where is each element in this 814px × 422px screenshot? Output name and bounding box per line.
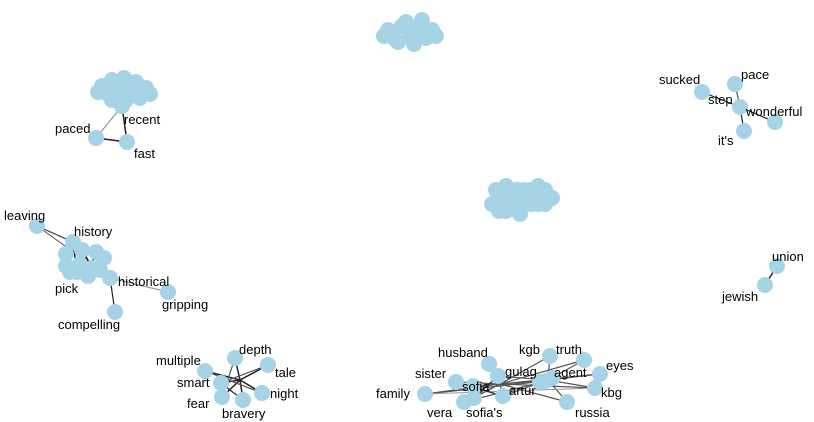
graph-node-fast [119,134,135,150]
graph-node-kbg [587,380,603,396]
graph-node-sister [448,374,464,390]
graph-node-night [254,385,270,401]
graph-node [498,203,514,219]
node-label-kbg: kbg [601,385,622,400]
graph-node-compelling [107,304,123,320]
node-label-pace: pace [741,67,769,82]
graph-node-pace [727,76,743,92]
node-label-husband: husband [438,345,488,360]
graph-node-history [65,234,81,250]
graph-node [404,30,420,46]
graph-node-eyes [592,366,608,382]
node-label-artur: artur [509,383,536,398]
graph-node [90,84,106,100]
graph-node-fear [214,389,230,405]
graph-node-truth [576,352,592,368]
node-layer [29,12,785,410]
node-label-pick: pick [55,281,79,296]
graph-node-gripping [160,284,176,300]
graph-node-gulag [490,368,506,384]
graph-node-jewish [757,277,773,293]
graph-node-artur [495,388,511,404]
graph-node-paced [88,130,104,146]
node-label-sofias: sofia's [466,405,503,420]
graph-node [512,206,528,222]
label-layer: paced recent fast sucked pace step wonde… [4,67,804,421]
graph-node [376,28,392,44]
graph-edge [499,355,551,385]
node-label-family: family [376,386,410,401]
graph-node [58,246,74,262]
node-label-its: it's [718,133,734,148]
graph-edge [424,387,596,395]
node-label-compelling: compelling [58,317,120,332]
graph-edge [204,370,263,394]
graph-node-smart [213,375,229,391]
node-label-smart: smart [177,375,210,390]
graph-node [530,178,546,194]
node-label-leaving: leaving [4,208,45,223]
node-label-truth: truth [556,342,582,357]
graph-node-wonderful [767,114,783,130]
node-label-history: history [74,224,113,239]
graph-node [544,190,560,206]
graph-node-pick [69,264,85,280]
graph-edge [499,383,568,403]
graph-node-depth [227,350,243,366]
graph-node-leaving [29,218,45,234]
node-label-agent: agent [554,365,587,380]
graph-node-kgb [542,348,558,364]
node-label-wonderful: wonderful [745,104,802,119]
graph-node-sucked [694,84,710,100]
node-label-tale: tale [275,365,296,380]
graph-node [390,34,406,50]
graph-node-tale [260,357,276,373]
node-label-bravery: bravery [222,406,266,421]
node-label-fast: fast [134,146,155,161]
graph-node [132,90,148,106]
graph-node-bravery [235,392,251,408]
node-label-recent: recent [124,112,161,127]
graph-node [398,14,414,30]
graph-edge [499,359,585,385]
node-label-jewish: jewish [721,289,758,304]
node-label-gulag: gulag [505,364,537,379]
graph-node-sofias [466,390,482,406]
node-label-depth: depth [239,342,272,357]
graph-node-family [417,386,433,402]
graph-edge [220,364,269,384]
graph-node-sofia [465,378,481,394]
graph-node-russia [559,394,575,410]
node-label-fear: fear [187,396,210,411]
node-label-sofia: sofia [462,379,490,394]
graph-edge [109,277,169,293]
node-label-multiple: multiple [156,353,201,368]
node-label-russia: russia [575,405,610,420]
node-label-sister: sister [415,366,447,381]
graph-node-agent [538,373,554,389]
node-label-step: step [708,92,733,107]
node-label-vera: vera [427,405,453,420]
node-label-eyes: eyes [606,358,634,373]
node-label-union: union [772,249,804,264]
node-label-night: night [270,386,299,401]
node-label-historical: historical [118,274,169,289]
node-label-paced: paced [55,121,90,136]
graph-node [414,12,430,28]
graph-node-step [732,99,748,115]
graph-node-its [736,123,752,139]
graph-node-husband [481,356,497,372]
graph-node [428,28,444,44]
graph-node-union [769,258,785,274]
node-label-gripping: gripping [162,297,208,312]
node-label-kgb: kgb [519,342,540,357]
node-label-sucked: sucked [659,72,700,87]
graph-node-multiple [197,363,213,379]
graph-node-recent [114,98,130,114]
graph-node-historical [102,270,118,286]
graph-node [498,178,514,194]
graph-node [484,196,500,212]
